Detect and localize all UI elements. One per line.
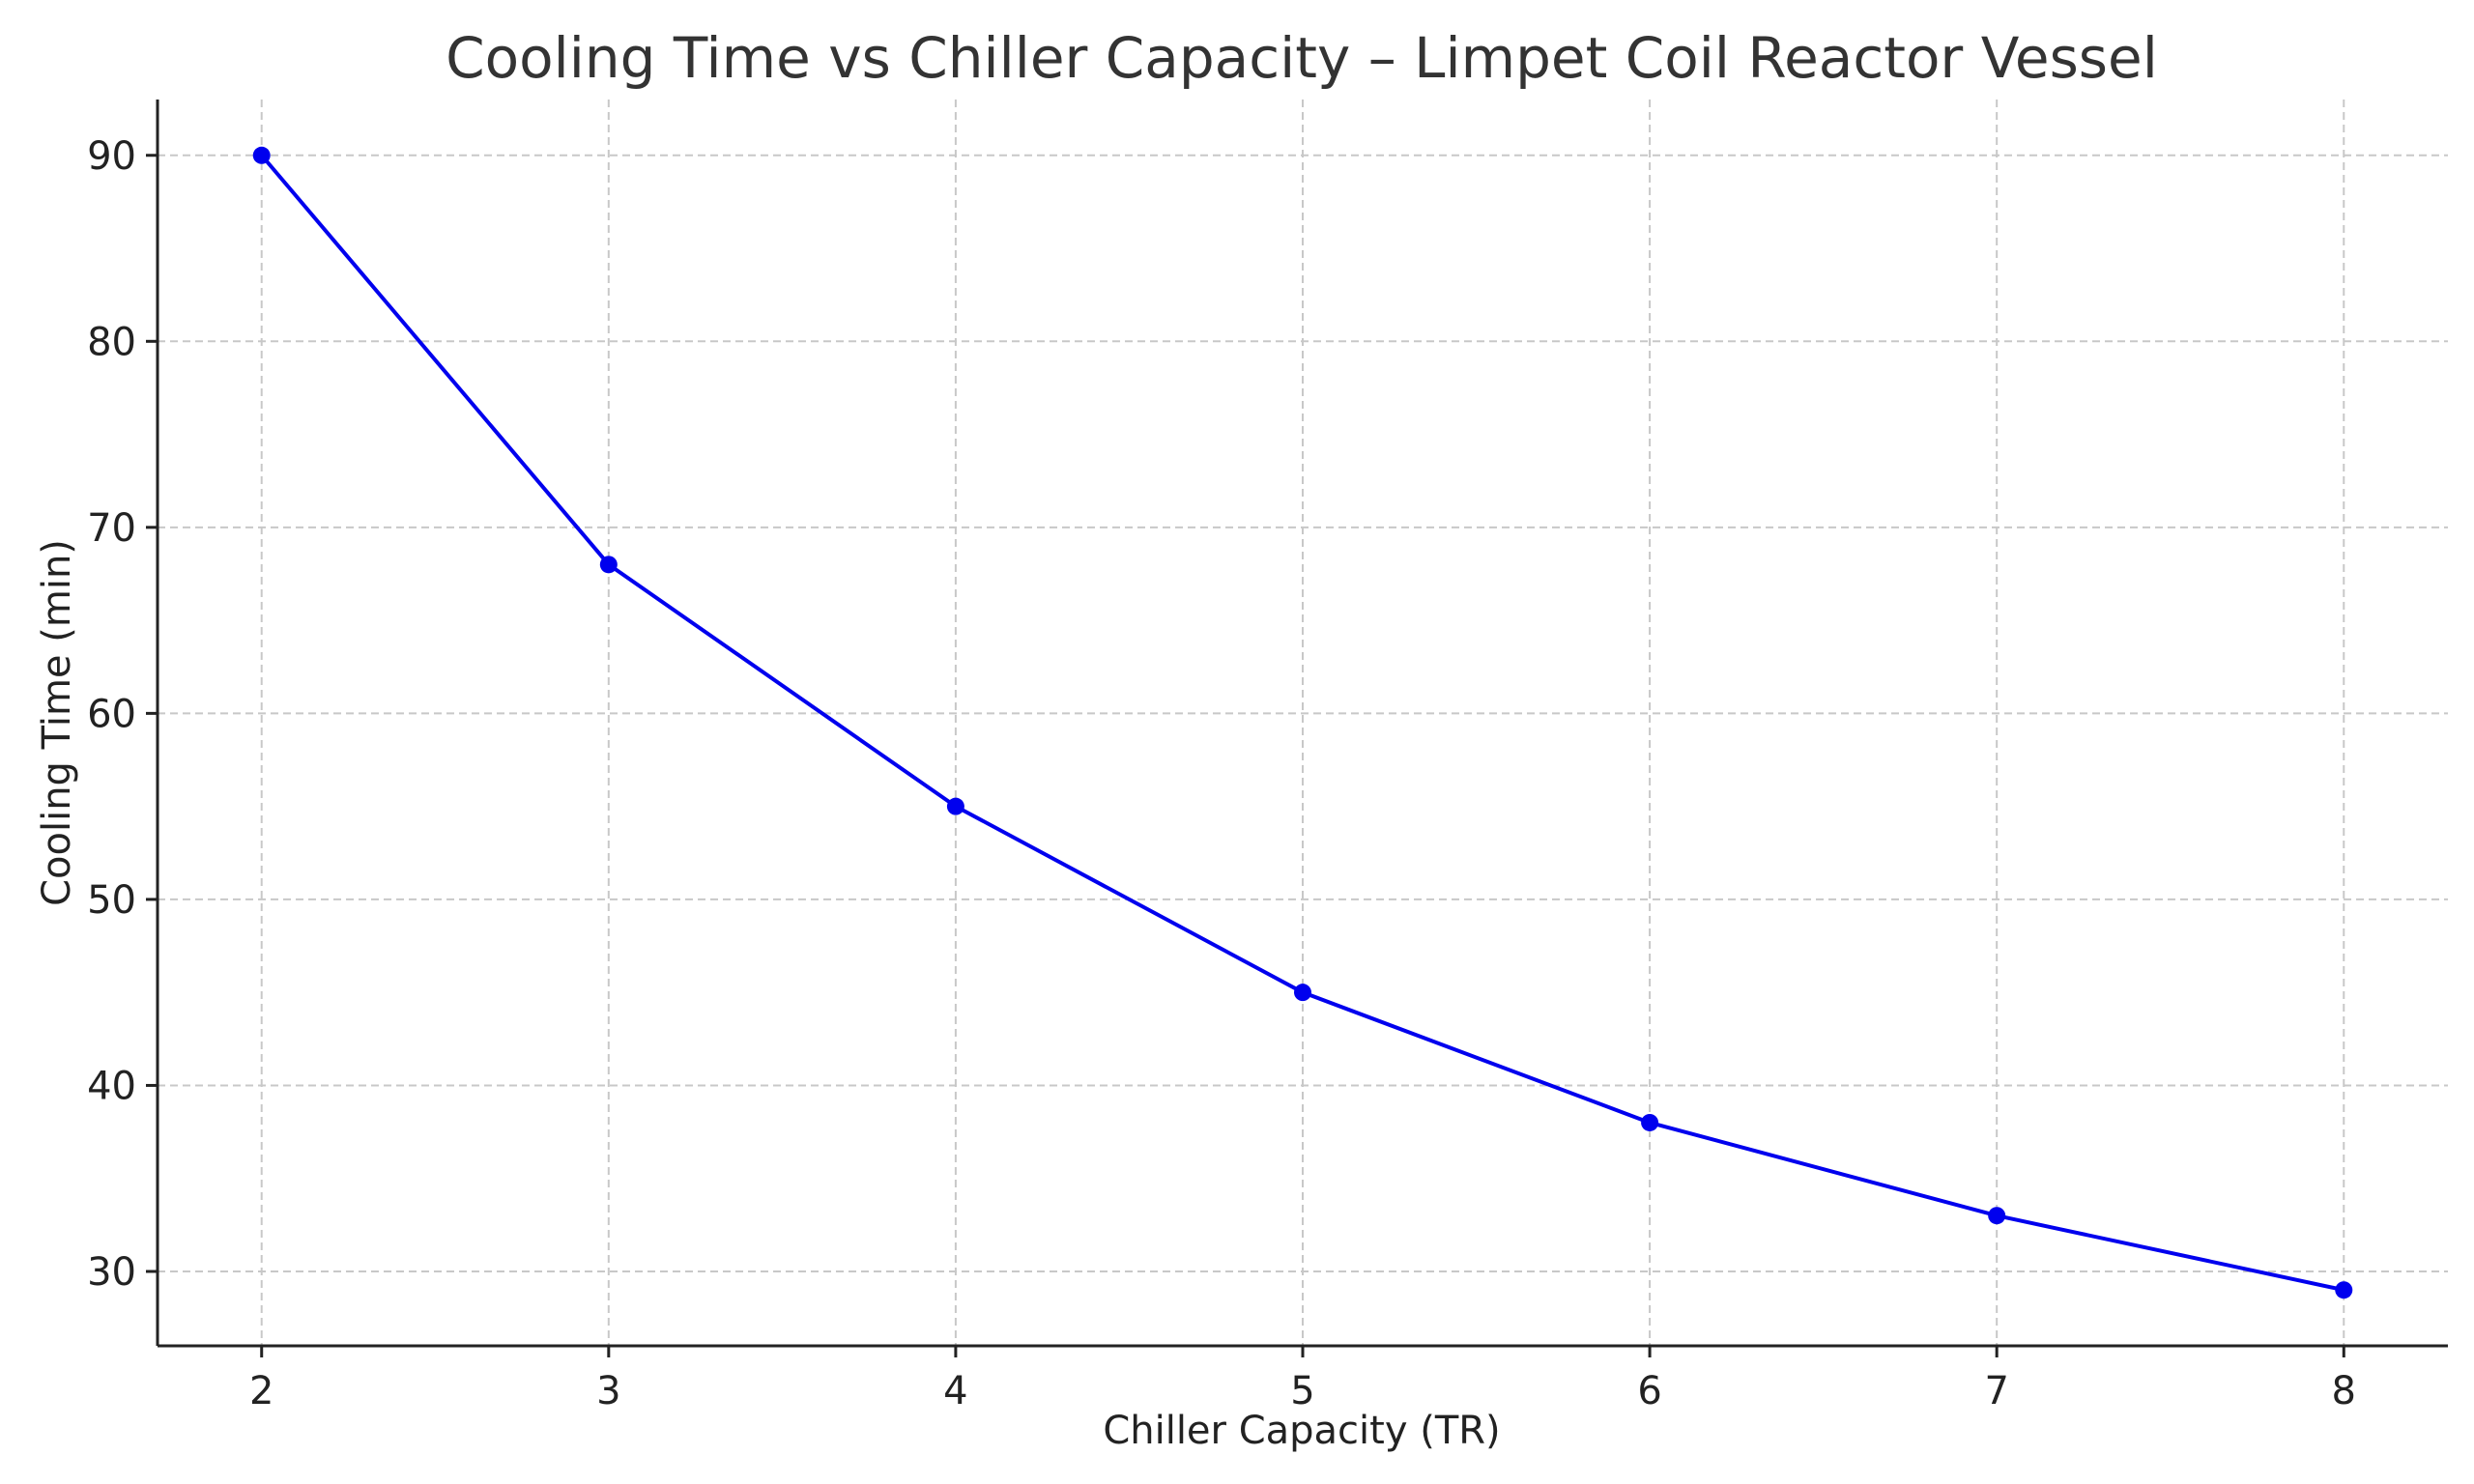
x-tick-label-4: 4 [943,1369,967,1413]
grid [158,100,2448,1346]
y-tick-label-90: 90 [87,134,136,179]
data-point-5 [1294,984,1311,1002]
x-tick-label-5: 5 [1290,1369,1314,1413]
chart-title: Cooling Time vs Chiller Capacity – Limpe… [446,25,2158,91]
x-tick-label-2: 2 [249,1369,273,1413]
x-axis-label: Chiller Capacity (TR) [1103,1409,1500,1453]
data-point-4 [946,797,964,815]
data-point-8 [2335,1281,2353,1299]
x-tick-label-8: 8 [2332,1369,2356,1413]
series [252,146,2353,1299]
data-point-6 [1641,1113,1659,1131]
y-tick-label-70: 70 [87,506,136,551]
y-axis-label: Cooling Time (min) [35,539,79,906]
data-point-7 [1988,1207,2006,1225]
y-tick-label-50: 50 [87,878,136,923]
y-tick-label-30: 30 [87,1250,136,1295]
y-tick-label-40: 40 [87,1064,136,1108]
data-point-3 [599,556,618,574]
x-tick-label-7: 7 [1984,1369,2008,1413]
x-tick-label-3: 3 [596,1369,620,1413]
y-tick-label-60: 60 [87,692,136,736]
y-tick-label-80: 80 [87,320,136,364]
data-point-2 [252,146,271,164]
x-tick-label-6: 6 [1637,1369,1661,1413]
ticks: 2 3 4 5 6 7 8 30 40 50 60 70 80 90 [87,134,2356,1413]
